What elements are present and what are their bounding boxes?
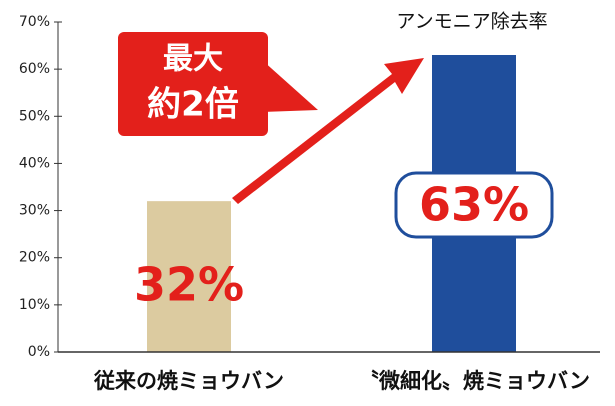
annotation: 最大 bbox=[163, 42, 223, 77]
x-tick-label: 従来の焼ミョウバン bbox=[93, 369, 284, 393]
y-tick-label: 0% bbox=[28, 344, 50, 360]
bar bbox=[147, 201, 231, 352]
callout-box bbox=[118, 32, 268, 136]
chart-title: アンモニア除去率 bbox=[396, 11, 547, 33]
data-label: 32% bbox=[134, 258, 244, 312]
callout-pointer bbox=[262, 60, 318, 112]
data-label: 63% bbox=[419, 178, 529, 232]
y-tick-label: 60% bbox=[19, 61, 50, 77]
x-tick-label: 〝微細化〟焼ミョウバン bbox=[358, 369, 590, 393]
arrow bbox=[232, 58, 424, 204]
y-tick-label: 70% bbox=[19, 14, 50, 30]
label-box bbox=[394, 171, 554, 239]
y-tick-label: 20% bbox=[19, 250, 50, 266]
y-tick-label: 30% bbox=[19, 203, 50, 219]
y-tick-label: 10% bbox=[19, 297, 50, 313]
y-tick-label: 40% bbox=[19, 155, 50, 171]
y-tick-label: 50% bbox=[19, 108, 50, 124]
annotation: 約2倍 bbox=[147, 85, 239, 125]
